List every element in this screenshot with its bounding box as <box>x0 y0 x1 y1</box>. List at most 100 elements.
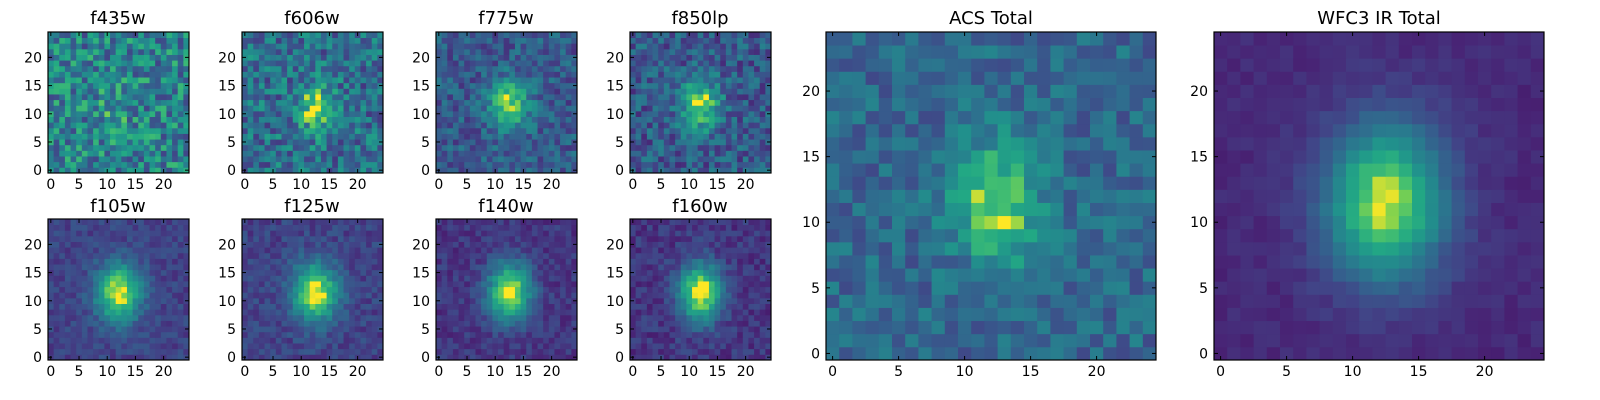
heatmap-cell <box>132 230 139 237</box>
heatmap-cell <box>93 144 100 151</box>
heatmap-cell <box>503 286 510 293</box>
heatmap-cell <box>332 37 339 44</box>
heatmap-cell <box>669 32 676 39</box>
heatmap-cell <box>708 105 715 112</box>
heatmap-cell <box>98 258 105 265</box>
heatmap-cell <box>143 269 150 276</box>
heatmap-cell <box>571 77 578 84</box>
heatmap-cell <box>526 224 533 231</box>
heatmap-cell <box>635 127 642 134</box>
heatmap-cell <box>126 110 133 117</box>
heatmap-cell <box>132 150 139 157</box>
heatmap-cell <box>464 82 471 89</box>
heatmap-cell <box>441 156 448 163</box>
heatmap-cell <box>258 241 265 248</box>
heatmap-cell <box>172 224 179 231</box>
heatmap-cell <box>509 156 516 163</box>
heatmap-cell <box>503 48 510 55</box>
heatmap-cell <box>183 99 190 106</box>
heatmap-cell <box>59 264 66 271</box>
heatmap-cell <box>320 32 327 39</box>
heatmap-cell <box>292 32 299 39</box>
heatmap-cell <box>70 37 77 44</box>
heatmap-cell <box>104 110 111 117</box>
heatmap-cell <box>737 314 744 321</box>
heatmap-cell <box>270 48 277 55</box>
heatmap-cell <box>121 348 128 355</box>
heatmap-cell <box>686 122 693 129</box>
heatmap-cell <box>298 156 305 163</box>
heatmap-cell <box>686 331 693 338</box>
heatmap-cell <box>646 99 653 106</box>
heatmap-cell <box>720 292 727 299</box>
heatmap-cell <box>554 264 561 271</box>
heatmap-cell <box>554 286 561 293</box>
heatmap-cell <box>492 105 499 112</box>
heatmap-cell <box>183 224 190 231</box>
heatmap-cell <box>565 235 572 242</box>
heatmap-cell <box>81 331 88 338</box>
heatmap-cell <box>172 309 179 316</box>
heatmap-cell <box>680 105 687 112</box>
heatmap-cell <box>441 286 448 293</box>
plot-frame <box>435 31 578 174</box>
heatmap-cell <box>70 122 77 129</box>
heatmap-cell <box>765 94 772 101</box>
heatmap-cell <box>630 77 637 84</box>
heatmap-cell <box>126 60 133 67</box>
heatmap-cell <box>371 32 378 39</box>
heatmap-cell <box>686 343 693 350</box>
heatmap-cell <box>526 32 533 39</box>
heatmap-cell <box>452 156 459 163</box>
heatmap-cell <box>98 219 105 226</box>
heatmap-cell <box>663 286 670 293</box>
heatmap-cell <box>166 230 173 237</box>
heatmap-cell <box>53 94 60 101</box>
heatmap-cell <box>64 264 71 271</box>
heatmap-cell <box>498 156 505 163</box>
heatmap-cell <box>87 37 94 44</box>
heatmap-cell <box>143 331 150 338</box>
heatmap-cell <box>253 65 260 72</box>
heatmap-cell <box>155 65 162 72</box>
heatmap-cell <box>765 127 772 134</box>
heatmap-cell <box>132 133 139 140</box>
heatmap-cell <box>486 150 493 157</box>
heatmap-cell <box>452 167 459 174</box>
heatmap-cell <box>646 281 653 288</box>
heatmap-cell <box>748 354 755 361</box>
heatmap-cell <box>337 264 344 271</box>
heatmap-cell <box>264 297 271 304</box>
heatmap-cell <box>680 116 687 123</box>
heatmap-cell <box>275 48 282 55</box>
heatmap-cell <box>332 110 339 117</box>
heatmap-cell <box>149 286 156 293</box>
heatmap-cell <box>177 309 184 316</box>
heatmap-cell <box>725 309 732 316</box>
heatmap-cells <box>48 219 190 361</box>
heatmap-cell <box>692 60 699 67</box>
heatmap-cell <box>115 309 122 316</box>
heatmap-cell <box>172 275 179 282</box>
heatmap-cell <box>731 116 738 123</box>
heatmap-cell <box>720 116 727 123</box>
heatmap-cell <box>121 156 128 163</box>
heatmap-cell <box>332 54 339 61</box>
heatmap-cell <box>486 77 493 84</box>
heatmap-cell <box>731 54 738 61</box>
heatmap-cell <box>281 139 288 146</box>
heatmap-cell <box>565 320 572 327</box>
heatmap-cell <box>298 99 305 106</box>
heatmap-cell <box>714 331 721 338</box>
heatmap-cell <box>332 224 339 231</box>
heatmap-cell <box>514 337 521 344</box>
heatmap-cell <box>93 116 100 123</box>
heatmap-cell <box>275 122 282 129</box>
heatmap-cell <box>458 297 465 304</box>
heatmap-cell <box>481 139 488 146</box>
heatmap-cell <box>520 281 527 288</box>
heatmap-cell <box>360 54 367 61</box>
heatmap-cell <box>59 65 66 72</box>
heatmap-cell <box>160 116 167 123</box>
heatmap-cell <box>458 37 465 44</box>
